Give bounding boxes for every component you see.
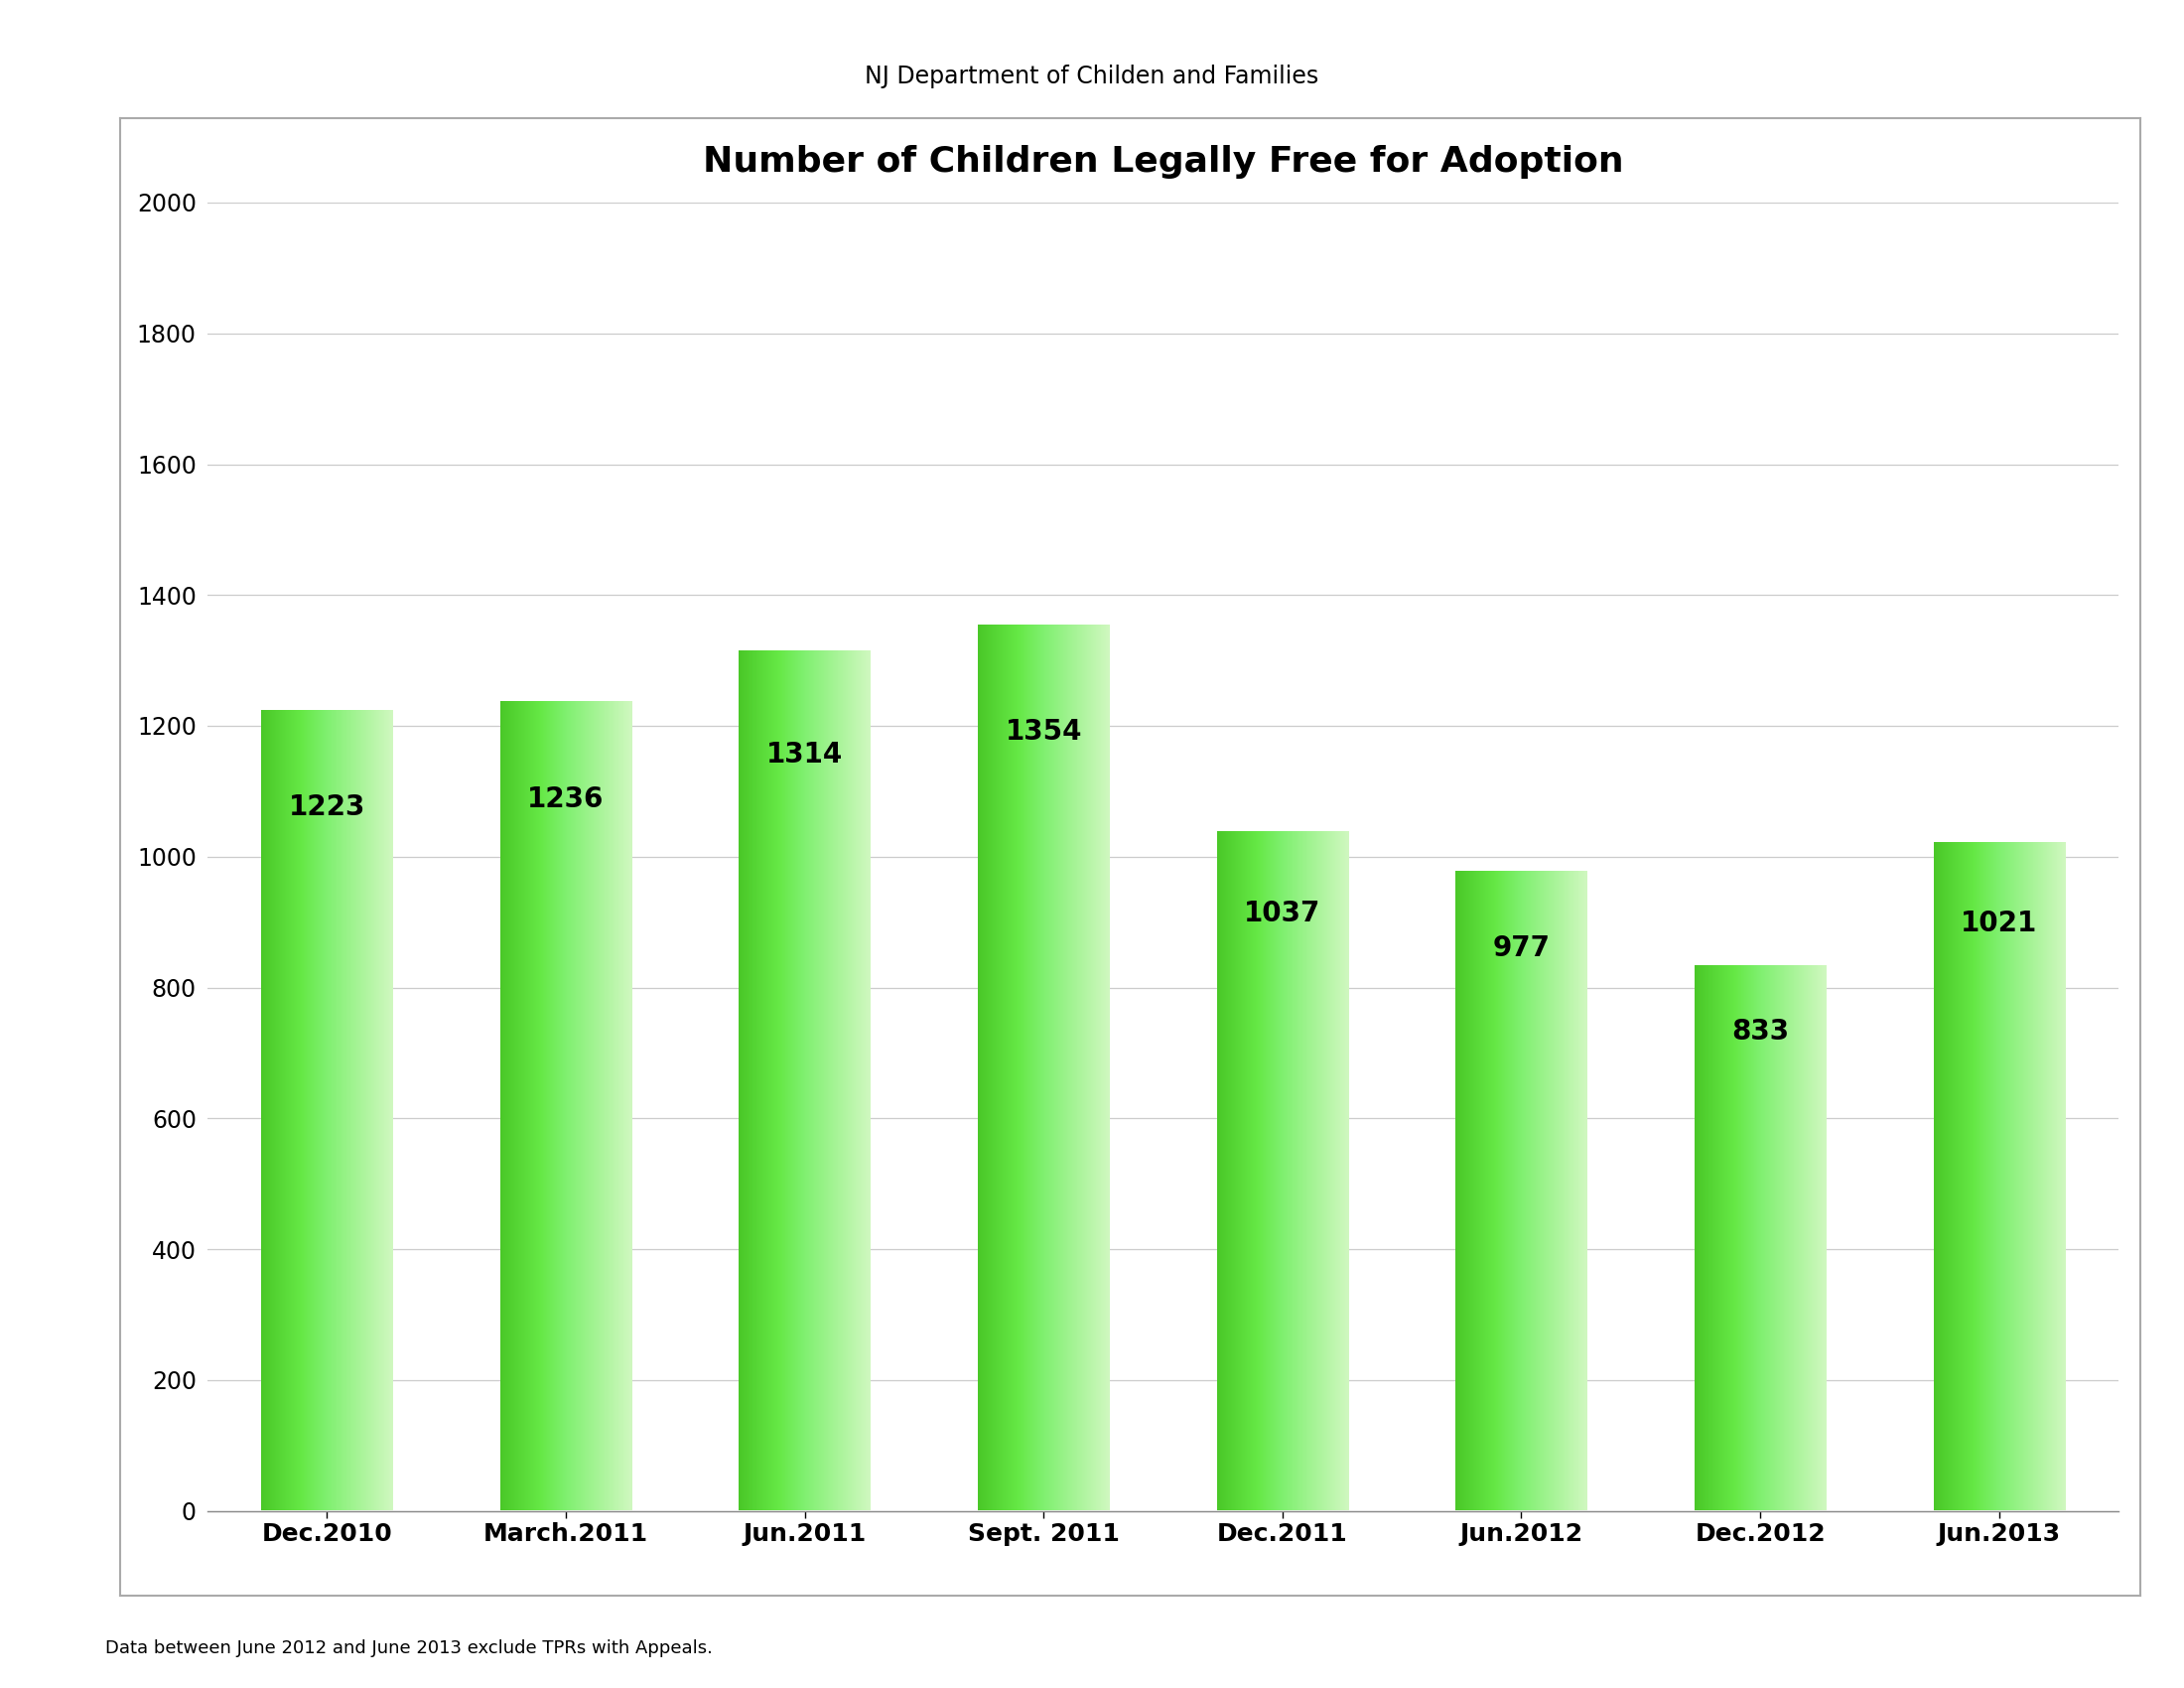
Title: Number of Children Legally Free for Adoption: Number of Children Legally Free for Adop… bbox=[703, 145, 1623, 179]
Text: 1223: 1223 bbox=[288, 793, 365, 820]
Text: 1314: 1314 bbox=[767, 741, 843, 768]
Text: Data between June 2012 and June 2013 exclude TPRs with Appeals.: Data between June 2012 and June 2013 exc… bbox=[105, 1639, 712, 1658]
Text: 1236: 1236 bbox=[526, 785, 605, 814]
Text: 833: 833 bbox=[1732, 1018, 1789, 1045]
Text: NJ Department of Childen and Families: NJ Department of Childen and Families bbox=[865, 64, 1319, 88]
Text: 1021: 1021 bbox=[1961, 910, 2038, 937]
Text: 1037: 1037 bbox=[1245, 900, 1321, 928]
Text: 977: 977 bbox=[1492, 935, 1551, 962]
Text: 1354: 1354 bbox=[1005, 717, 1081, 746]
